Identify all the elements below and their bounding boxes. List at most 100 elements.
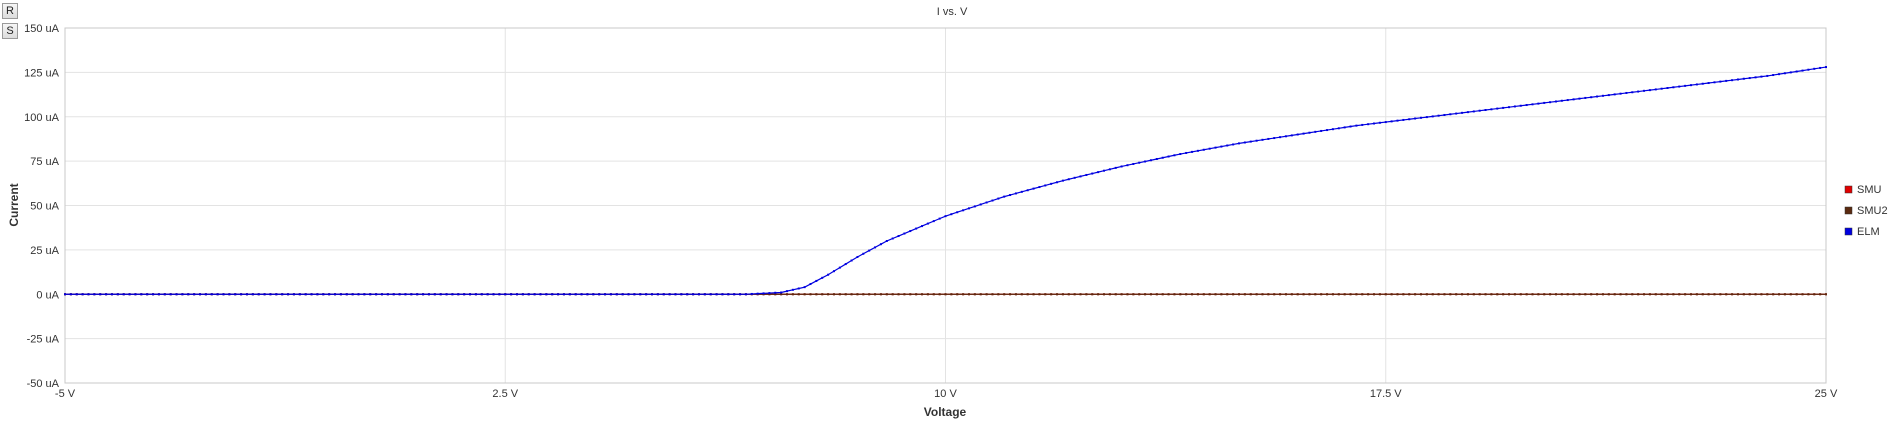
data-point xyxy=(1783,72,1786,75)
settings-button[interactable]: S xyxy=(2,23,18,39)
data-point xyxy=(856,293,859,296)
data-point xyxy=(334,293,337,296)
data-point xyxy=(985,293,988,296)
data-point xyxy=(1549,293,1552,296)
data-point xyxy=(1648,293,1651,296)
data-point xyxy=(1736,293,1739,296)
data-point xyxy=(868,293,871,296)
data-point xyxy=(1549,101,1552,104)
data-point xyxy=(1719,293,1722,296)
data-point xyxy=(1455,112,1458,115)
data-point xyxy=(93,293,96,296)
data-point xyxy=(1378,121,1381,124)
data-point xyxy=(392,293,395,296)
data-point xyxy=(1778,73,1781,76)
data-point xyxy=(1144,293,1147,296)
data-point xyxy=(879,293,882,296)
data-point xyxy=(1713,293,1716,296)
data-point xyxy=(1396,119,1399,122)
data-point xyxy=(1355,124,1358,127)
data-point xyxy=(909,230,912,233)
data-point xyxy=(1596,95,1599,98)
data-point xyxy=(1191,293,1194,296)
data-point xyxy=(1707,293,1710,296)
data-point xyxy=(874,293,877,296)
data-point xyxy=(1807,68,1810,71)
data-point xyxy=(874,246,877,249)
data-point xyxy=(1513,105,1516,108)
data-point xyxy=(1590,293,1593,296)
data-point xyxy=(263,293,266,296)
data-point xyxy=(1554,100,1557,103)
data-point xyxy=(1613,293,1616,296)
data-point xyxy=(1760,75,1763,78)
data-point xyxy=(568,293,571,296)
data-point xyxy=(1496,293,1499,296)
data-point xyxy=(921,293,924,296)
data-point xyxy=(1795,293,1798,296)
data-point xyxy=(451,293,454,296)
data-point xyxy=(1778,293,1781,296)
data-point xyxy=(1009,293,1012,296)
data-point xyxy=(328,293,331,296)
data-point xyxy=(1238,293,1240,296)
data-point xyxy=(1155,157,1158,160)
data-point xyxy=(1825,66,1827,69)
data-point xyxy=(1179,293,1182,296)
data-point xyxy=(1519,104,1522,107)
data-point xyxy=(1637,90,1640,93)
data-point xyxy=(821,276,824,279)
data-point xyxy=(1284,293,1287,296)
data-point xyxy=(621,293,624,296)
data-point xyxy=(1032,187,1035,190)
data-point xyxy=(938,217,941,220)
data-point xyxy=(199,293,202,296)
data-point xyxy=(1026,293,1029,296)
data-point xyxy=(1226,144,1229,147)
data-point xyxy=(1684,84,1687,87)
data-point xyxy=(1132,162,1135,165)
data-point xyxy=(1760,293,1763,296)
data-point xyxy=(134,293,137,296)
data-point xyxy=(140,293,143,296)
data-point xyxy=(1050,182,1053,185)
data-point xyxy=(1619,293,1622,296)
data-point xyxy=(1578,97,1581,100)
data-point xyxy=(1361,293,1364,296)
data-point xyxy=(686,293,689,296)
data-point xyxy=(1296,133,1299,136)
data-point xyxy=(1044,184,1047,187)
data-point xyxy=(1466,293,1469,296)
data-point xyxy=(1672,86,1675,89)
data-point xyxy=(774,293,777,296)
data-point xyxy=(469,293,472,296)
data-point xyxy=(486,293,489,296)
data-point xyxy=(645,293,648,296)
data-point xyxy=(181,293,184,296)
data-point xyxy=(1214,293,1217,296)
data-point xyxy=(1443,293,1446,296)
data-point xyxy=(404,293,407,296)
data-point xyxy=(1191,150,1194,153)
data-point xyxy=(1584,96,1587,99)
data-point xyxy=(1132,293,1135,296)
reset-button[interactable]: R xyxy=(2,3,18,19)
data-point xyxy=(69,293,72,296)
data-point xyxy=(1120,293,1123,296)
data-point xyxy=(762,292,765,295)
data-point xyxy=(1255,139,1258,142)
data-point xyxy=(1484,109,1487,111)
data-point xyxy=(128,293,131,296)
data-point xyxy=(122,293,125,296)
data-point xyxy=(1014,293,1017,296)
data-point xyxy=(474,293,477,296)
data-point xyxy=(1120,165,1123,168)
data-point xyxy=(938,293,941,296)
data-point xyxy=(433,293,436,296)
data-point xyxy=(1108,168,1111,171)
x-tick-label: -5 V xyxy=(55,388,76,400)
data-point xyxy=(903,232,906,235)
data-point xyxy=(651,293,653,296)
data-point xyxy=(944,293,947,296)
